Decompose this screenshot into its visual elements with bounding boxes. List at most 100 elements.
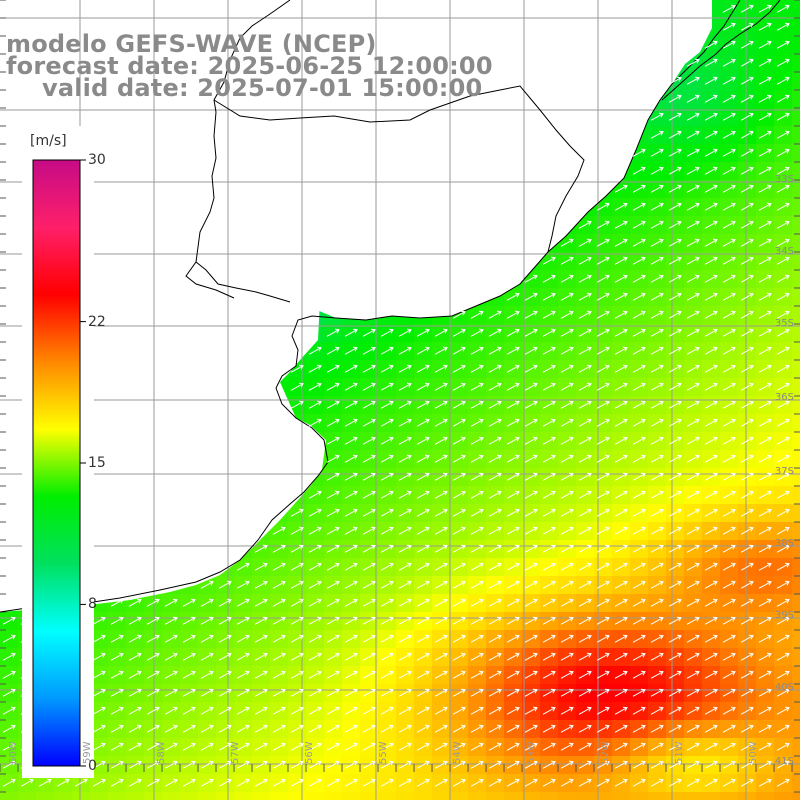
wind-arrow	[722, 58, 736, 67]
field-cell	[252, 792, 271, 800]
field-cell	[792, 396, 800, 415]
field-cell	[108, 792, 127, 800]
longitude-label: 52W	[600, 741, 611, 764]
latitude-label: 39S	[774, 610, 794, 621]
field-cell	[792, 630, 800, 649]
field-cell	[792, 234, 800, 253]
longitude-label: 59W	[82, 741, 93, 764]
field-cell	[792, 144, 800, 163]
longitude-label: 54W	[452, 741, 463, 764]
field-cell	[774, 792, 793, 800]
field-cell	[0, 792, 19, 800]
border-brazil	[213, 85, 585, 253]
wind-arrow	[704, 40, 718, 49]
wind-arrow	[650, 130, 664, 139]
field-cell	[792, 162, 800, 181]
wind-arrow	[758, 4, 772, 13]
field-cell	[792, 288, 800, 307]
field-cell	[612, 792, 631, 800]
field-cell	[270, 792, 289, 800]
field-cell	[594, 792, 613, 800]
wind-arrow	[758, 58, 772, 67]
wind-arrow	[704, 94, 718, 103]
latitude-label: 36S	[774, 392, 794, 403]
wind-arrow	[740, 112, 754, 121]
field-cell	[702, 792, 721, 800]
field-cell	[576, 792, 595, 800]
field-cell	[792, 540, 800, 559]
colorbar-tick-label: 15	[88, 455, 106, 471]
field-cell	[180, 792, 199, 800]
south-america-land	[0, 0, 712, 320]
colorbar-gradient	[32, 159, 81, 767]
field-cell	[756, 792, 775, 800]
colorbar-tick-label: 22	[88, 313, 106, 330]
wind-arrow	[668, 94, 682, 103]
field-cell	[792, 216, 800, 235]
lagoon-shore	[661, 0, 781, 101]
field-cell	[522, 792, 541, 800]
field-cell	[468, 792, 487, 800]
field-cell	[792, 270, 800, 289]
longitude-label: 58W	[156, 741, 167, 764]
field-cell	[792, 18, 800, 37]
field-cell	[792, 450, 800, 469]
wind-arrow	[758, 22, 772, 31]
field-cell	[792, 360, 800, 379]
latitude-label: 37S	[774, 466, 794, 477]
field-cell	[792, 666, 800, 685]
field-cell	[792, 108, 800, 127]
field-cell	[288, 792, 307, 800]
wind-arrow	[668, 76, 682, 85]
field-cell	[792, 774, 800, 793]
latitude-label: 33S	[774, 174, 794, 185]
field-cell	[792, 486, 800, 505]
wind-arrow	[776, 76, 790, 85]
field-cell	[792, 342, 800, 361]
field-cell	[792, 180, 800, 199]
wind-arrow	[668, 112, 682, 121]
wind-arrow	[758, 40, 772, 49]
field-cell	[792, 414, 800, 433]
field-cell	[792, 702, 800, 721]
field-cell	[666, 792, 685, 800]
wind-arrow	[686, 58, 700, 67]
wind-arrow	[740, 40, 754, 49]
latitude-label: 34S	[774, 246, 794, 257]
wind-arrow	[776, 4, 790, 13]
field-cell	[792, 738, 800, 757]
wind-arrow	[722, 76, 736, 85]
wind-arrow	[722, 22, 736, 31]
wind-arrow	[776, 22, 790, 31]
field-cell	[792, 54, 800, 73]
wind-arrow	[686, 76, 700, 85]
field-cell	[342, 792, 361, 800]
field-cell	[792, 684, 800, 703]
coastline-rio-de-la-plata	[185, 261, 291, 303]
border-uruguay	[195, 0, 291, 263]
wind-arrow	[740, 58, 754, 67]
wind-arrow	[686, 112, 700, 121]
field-cell	[720, 792, 739, 800]
field-cell	[792, 792, 800, 800]
longitude-label: 50W	[748, 741, 759, 764]
field-cell	[792, 378, 800, 397]
field-cell	[198, 792, 217, 800]
wind-arrow	[686, 94, 700, 103]
field-cell	[792, 558, 800, 577]
field-cell	[792, 126, 800, 145]
wind-arrow	[758, 94, 772, 103]
field-cell	[792, 324, 800, 343]
field-cell	[792, 576, 800, 595]
wind-arrow	[740, 4, 754, 13]
field-cell	[792, 0, 800, 19]
wind-arrow	[776, 40, 790, 49]
field-cell	[792, 504, 800, 523]
longitude-label: 51W	[674, 741, 685, 764]
field-cell	[54, 792, 73, 800]
field-cell	[306, 792, 325, 800]
field-cell	[72, 792, 91, 800]
field-cell	[648, 792, 667, 800]
